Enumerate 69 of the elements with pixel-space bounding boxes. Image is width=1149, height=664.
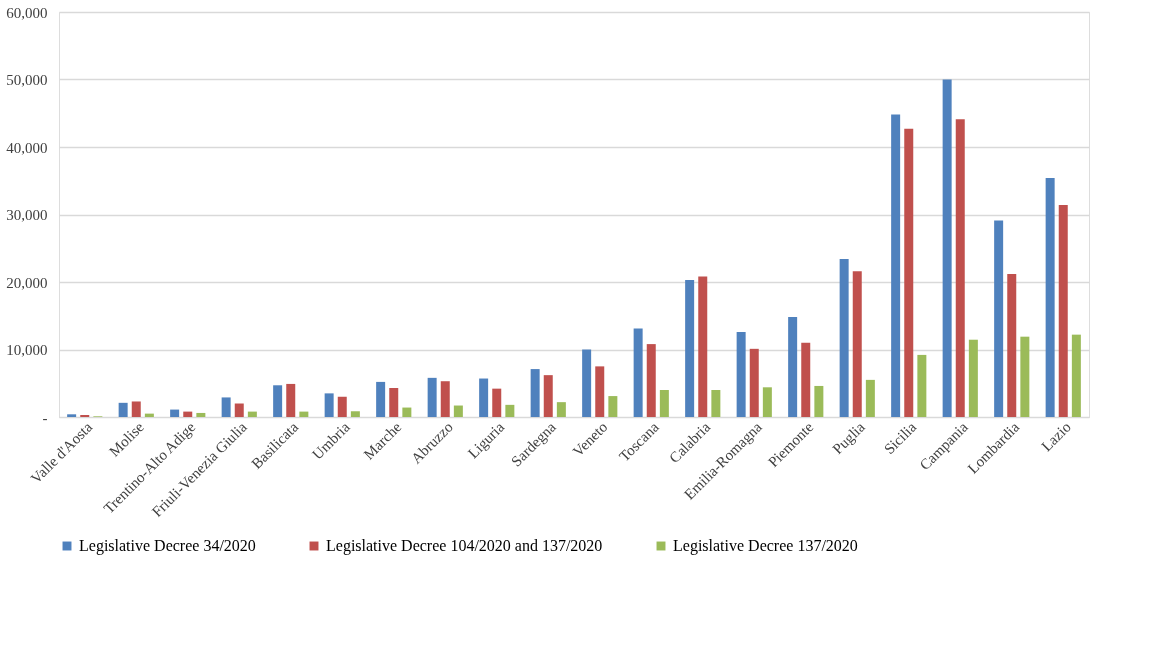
bar bbox=[196, 412, 206, 417]
y-tick-label: 60,000 bbox=[6, 4, 48, 21]
bar bbox=[839, 259, 849, 417]
legend-label: Legislative Decree 137/2020 bbox=[673, 537, 858, 555]
bar bbox=[1007, 273, 1017, 417]
bar bbox=[530, 369, 540, 417]
y-tick-label: - bbox=[42, 409, 48, 426]
bar bbox=[1045, 178, 1055, 417]
bar bbox=[852, 271, 862, 417]
y-tick-label: 10,000 bbox=[6, 342, 48, 358]
bar bbox=[633, 328, 643, 417]
bar bbox=[788, 317, 798, 417]
bar bbox=[608, 396, 618, 417]
y-tick-label: 20,000 bbox=[6, 274, 48, 291]
bar bbox=[968, 339, 978, 417]
bar bbox=[1071, 334, 1081, 417]
bar bbox=[904, 128, 914, 417]
bar bbox=[505, 404, 515, 417]
bar bbox=[595, 366, 605, 417]
bar bbox=[337, 396, 347, 417]
bar bbox=[67, 414, 77, 417]
bar bbox=[556, 402, 566, 417]
bar bbox=[183, 411, 193, 417]
bar bbox=[955, 119, 965, 417]
bar bbox=[711, 390, 721, 417]
bar bbox=[646, 344, 656, 417]
bar bbox=[170, 409, 180, 417]
bar bbox=[814, 385, 824, 417]
bar bbox=[247, 411, 257, 417]
bar bbox=[762, 387, 772, 417]
bar bbox=[685, 279, 695, 417]
bar bbox=[891, 114, 901, 417]
bar bbox=[131, 401, 141, 417]
bar bbox=[376, 381, 386, 417]
bar bbox=[389, 387, 399, 417]
bar bbox=[736, 331, 746, 417]
bar bbox=[221, 397, 231, 417]
bar bbox=[118, 402, 128, 417]
bar bbox=[80, 414, 90, 417]
bar bbox=[917, 354, 927, 417]
y-tick-label: 30,000 bbox=[6, 207, 48, 223]
bar bbox=[350, 411, 360, 417]
bar bbox=[286, 383, 296, 417]
bar bbox=[659, 390, 669, 417]
bar bbox=[698, 276, 708, 417]
bar bbox=[749, 348, 759, 417]
bar bbox=[402, 407, 412, 417]
bar bbox=[324, 393, 334, 417]
bar bbox=[865, 379, 875, 417]
bar bbox=[453, 405, 463, 417]
bar bbox=[543, 375, 553, 417]
legend-label: Legislative Decree 34/2020 bbox=[79, 537, 256, 555]
bar bbox=[427, 377, 437, 417]
bar bbox=[273, 385, 283, 417]
bar bbox=[582, 349, 592, 417]
y-tick-label: 40,000 bbox=[6, 139, 48, 156]
bar bbox=[1020, 336, 1030, 417]
bar bbox=[144, 413, 154, 417]
bar bbox=[994, 220, 1004, 417]
bar bbox=[479, 378, 489, 417]
bar bbox=[234, 403, 244, 417]
bar bbox=[1058, 205, 1068, 417]
y-tick-label: 50,000 bbox=[6, 72, 48, 88]
bar bbox=[299, 411, 309, 417]
bar bbox=[942, 79, 952, 417]
legend-label: Legislative Decree 104/2020 and 137/2020 bbox=[326, 537, 603, 555]
bar bbox=[801, 342, 811, 417]
bar bbox=[440, 381, 450, 417]
bar bbox=[492, 388, 502, 417]
